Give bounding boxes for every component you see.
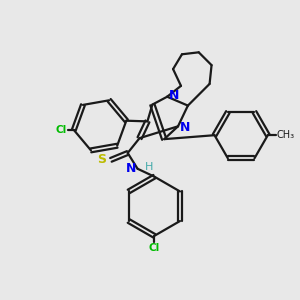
Text: N: N <box>180 121 190 134</box>
Text: Cl: Cl <box>149 243 160 253</box>
Text: N: N <box>126 162 136 175</box>
Text: S: S <box>97 153 106 167</box>
Text: Cl: Cl <box>56 125 67 135</box>
Text: CH₃: CH₃ <box>277 130 295 140</box>
Text: N: N <box>169 89 179 102</box>
Text: H: H <box>145 162 153 172</box>
